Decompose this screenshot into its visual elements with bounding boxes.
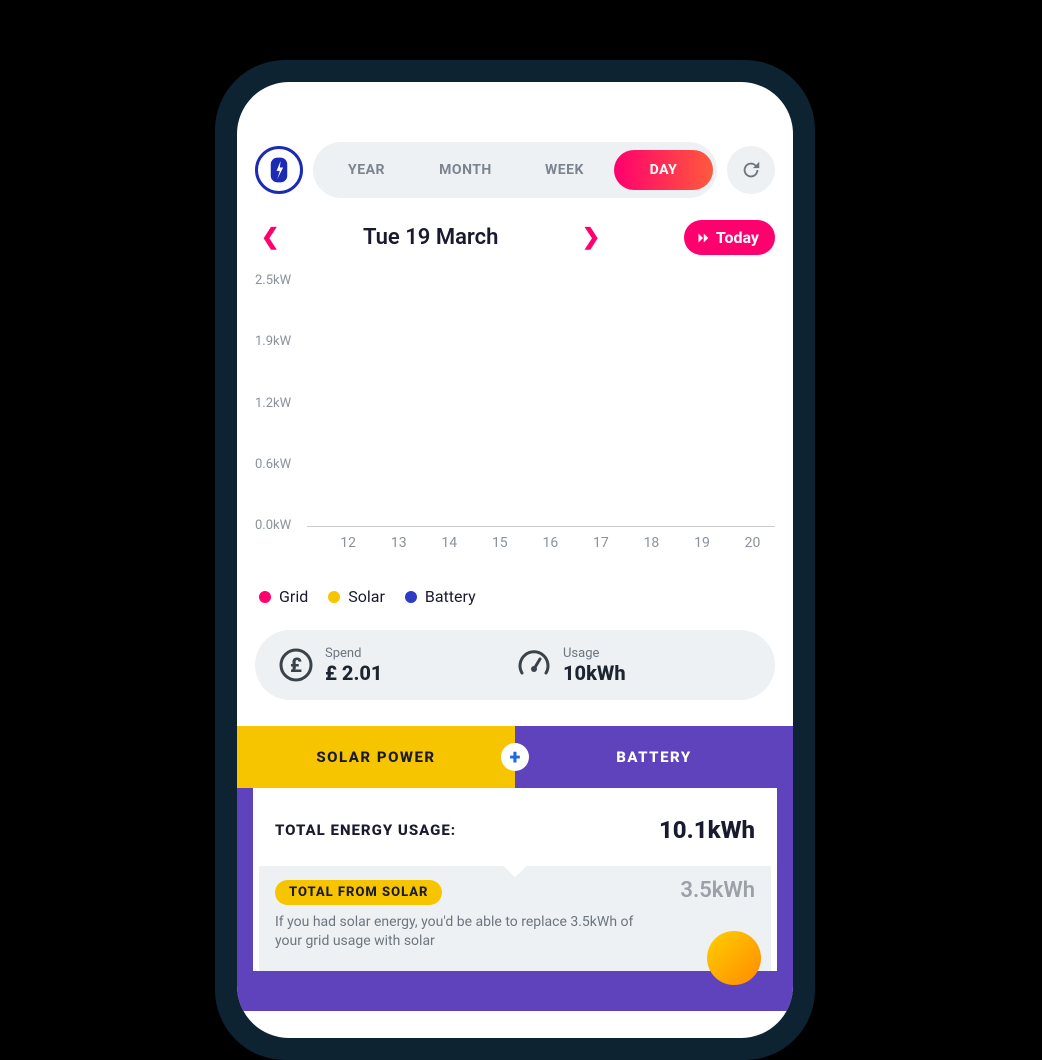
solar-detail-box: TOTAL FROM SOLAR 3.5kWh If you had solar… [259,866,771,971]
y-tick: 0.0kW [255,518,291,533]
chart-plot [307,279,775,527]
legend-label: Solar [348,587,385,606]
x-tick: 13 [391,535,407,551]
plus-icon: + [501,743,529,771]
detail-panel: SOLAR POWER BATTERY + TOTAL ENERGY USAGE… [237,726,793,1011]
x-tick: 16 [542,535,558,551]
phone-screen: YEARMONTHWEEKDAY ❮ Tue 19 March ❯ Today … [237,82,793,1038]
today-button[interactable]: Today [684,220,775,255]
solar-badge: TOTAL FROM SOLAR [275,880,442,905]
x-tick: 14 [441,535,457,551]
gauge-icon [515,646,553,684]
segment-month[interactable]: MONTH [416,150,515,190]
y-tick: 0.6kW [255,457,291,472]
spend-stat: £ Spend £ 2.01 [277,646,515,685]
today-label: Today [716,228,759,247]
prev-day-button[interactable]: ❮ [255,225,285,250]
energy-chart: 2.5kW 1.9kW 1.2kW 0.6kW 0.0kW 12 13 14 15 16 17 18… [255,273,775,573]
solar-description: If you had solar energy, you'd be able t… [275,913,635,951]
legend-dot [259,591,271,603]
legend-dot [328,591,340,603]
header-row: YEARMONTHWEEKDAY [255,142,775,198]
y-tick: 2.5kW [255,273,291,288]
next-day-button[interactable]: ❯ [576,225,606,250]
legend-item-grid: Grid [259,587,308,606]
x-tick: 12 [340,535,356,551]
stats-summary: £ Spend £ 2.01 Usage 10kWh [255,630,775,700]
phone-frame: YEARMONTHWEEKDAY ❮ Tue 19 March ❯ Today … [215,60,815,1060]
usage-value: 10kWh [563,661,626,685]
segment-week[interactable]: WEEK [515,150,614,190]
spend-label: Spend [325,646,382,661]
date-label: Tue 19 March [363,225,498,250]
x-tick: 18 [644,535,660,551]
total-usage-value: 10.1kWh [659,816,755,844]
svg-text:£: £ [290,653,302,677]
legend-label: Grid [279,587,308,606]
y-tick: 1.9kW [255,334,291,349]
chart-y-axis: 2.5kW 1.9kW 1.2kW 0.6kW 0.0kW [255,273,291,533]
tab-row: SOLAR POWER BATTERY + [237,726,793,788]
legend-label: Battery [425,587,476,606]
date-navigation: ❮ Tue 19 March ❯ Today [255,220,775,255]
usage-label: Usage [563,646,626,661]
x-tick: 19 [694,535,710,551]
segment-year[interactable]: YEAR [317,150,416,190]
x-tick: 17 [593,535,609,551]
refresh-button[interactable] [727,146,775,194]
chevrons-right-icon [694,229,712,247]
tab-battery[interactable]: BATTERY [515,726,793,788]
y-tick: 1.2kW [255,396,291,411]
solar-action-button[interactable] [707,931,761,985]
chart-legend: Grid Solar Battery [255,587,775,606]
segment-day[interactable]: DAY [614,150,713,190]
refresh-icon [740,159,762,181]
usage-stat: Usage 10kWh [515,646,753,685]
x-tick: 20 [745,535,761,551]
tab-solar-power[interactable]: SOLAR POWER [237,726,515,788]
app-logo-icon[interactable] [255,146,303,194]
pound-icon: £ [277,646,315,684]
legend-item-battery: Battery [405,587,476,606]
period-segmented-control: YEARMONTHWEEKDAY [313,142,717,198]
legend-dot [405,591,417,603]
legend-item-solar: Solar [328,587,385,606]
solar-value: 3.5kWh [680,878,755,903]
x-tick: 15 [492,535,508,551]
total-usage-label: TOTAL ENERGY USAGE: [275,821,456,839]
spend-value: £ 2.01 [325,661,382,685]
detail-card: TOTAL ENERGY USAGE: 10.1kWh TOTAL FROM S… [253,788,777,971]
